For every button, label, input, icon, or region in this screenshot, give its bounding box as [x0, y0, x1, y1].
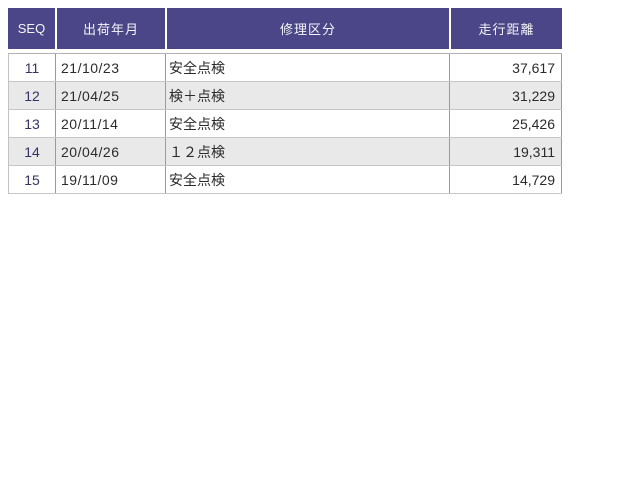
column-header-ship-date: 出荷年月: [57, 8, 165, 49]
cell-repair-type: 安全点検: [166, 54, 450, 81]
table-row[interactable]: 15 19/11/09 安全点検 14,729: [9, 166, 562, 194]
cell-mileage: 31,229: [450, 82, 562, 109]
cell-seq: 14: [9, 138, 56, 165]
cell-seq: 12: [9, 82, 56, 109]
cell-ship-date: 21/10/23: [56, 54, 166, 81]
cell-ship-date: 20/04/26: [56, 138, 166, 165]
column-header-mileage: 走行距離: [451, 8, 562, 49]
cell-repair-type: 安全点検: [166, 166, 450, 193]
cell-ship-date: 20/11/14: [56, 110, 166, 137]
table-body: 11 21/10/23 安全点検 37,617 12 21/04/25 検＋点検…: [8, 53, 562, 194]
cell-repair-type: 安全点検: [166, 110, 450, 137]
service-history-table: SEQ 出荷年月 修理区分 走行距離 11 21/10/23 安全点検 37,6…: [8, 8, 562, 194]
cell-mileage: 14,729: [450, 166, 562, 193]
cell-seq: 15: [9, 166, 56, 193]
table-row[interactable]: 11 21/10/23 安全点検 37,617: [9, 54, 562, 82]
table-row[interactable]: 12 21/04/25 検＋点検 31,229: [9, 82, 562, 110]
cell-repair-type: １２点検: [166, 138, 450, 165]
cell-repair-type: 検＋点検: [166, 82, 450, 109]
cell-seq: 13: [9, 110, 56, 137]
column-header-repair-type: 修理区分: [167, 8, 449, 49]
cell-mileage: 25,426: [450, 110, 562, 137]
table-row[interactable]: 14 20/04/26 １２点検 19,311: [9, 138, 562, 166]
cell-ship-date: 19/11/09: [56, 166, 166, 193]
cell-mileage: 37,617: [450, 54, 562, 81]
cell-mileage: 19,311: [450, 138, 562, 165]
cell-ship-date: 21/04/25: [56, 82, 166, 109]
cell-seq: 11: [9, 54, 56, 81]
table-row[interactable]: 13 20/11/14 安全点検 25,426: [9, 110, 562, 138]
table-header-row: SEQ 出荷年月 修理区分 走行距離: [8, 8, 562, 49]
column-header-seq: SEQ: [8, 8, 55, 49]
